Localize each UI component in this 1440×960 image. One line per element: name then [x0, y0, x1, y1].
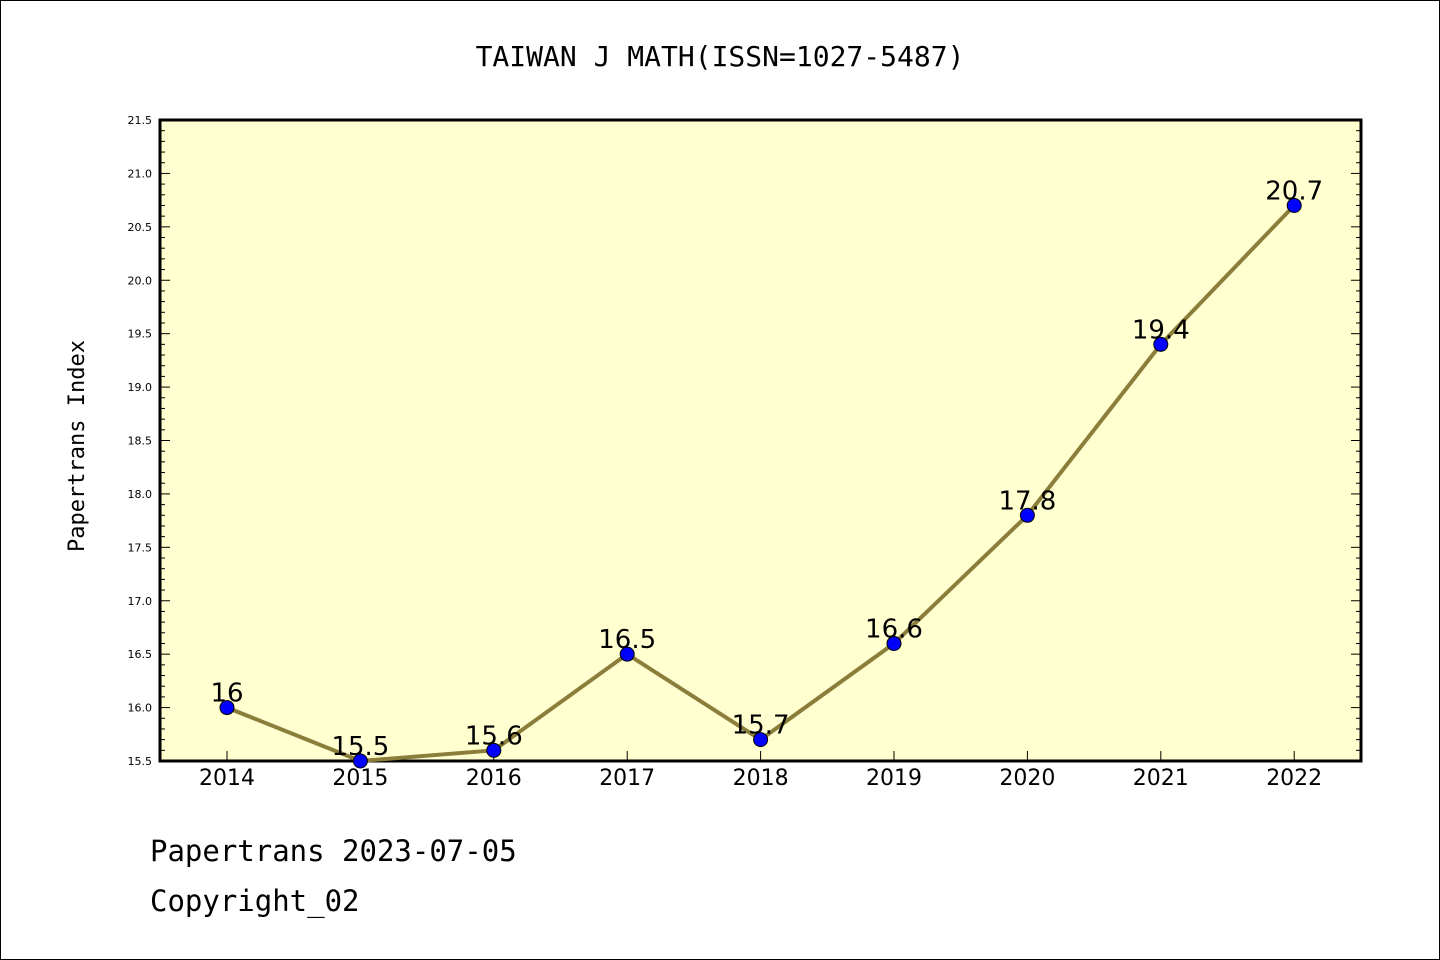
- y-tick-label: 19.5: [128, 328, 153, 341]
- y-tick-label: 19.0: [128, 381, 153, 394]
- y-tick-label: 20.0: [128, 274, 153, 287]
- y-tick-label: 17.0: [128, 595, 153, 608]
- x-tick-label: 2022: [1266, 766, 1322, 791]
- data-point: [219, 700, 235, 716]
- y-tick-label: 18.5: [128, 435, 153, 448]
- y-tick-label: 20.5: [128, 221, 153, 234]
- data-label: 15.7: [732, 711, 790, 741]
- series: [219, 197, 1302, 769]
- chart-title: TAIWAN J MATH(ISSN=1027-5487): [476, 40, 965, 73]
- x-tick-label: 2017: [599, 766, 655, 791]
- data-point: [753, 732, 769, 748]
- x-tick-label: 2014: [199, 766, 255, 791]
- data-point: [1019, 507, 1035, 523]
- data-point: [1286, 197, 1302, 213]
- x-tick-label: 2018: [733, 766, 789, 791]
- data-point: [352, 753, 368, 769]
- data-label: 15.6: [465, 721, 523, 751]
- footer-date: Papertrans 2023-07-05: [150, 834, 517, 868]
- x-tick-label: 2020: [999, 766, 1055, 791]
- data-label: 16: [210, 679, 243, 709]
- footer-copyright: Copyright_02: [150, 884, 360, 918]
- y-tick-label: 18.0: [128, 488, 153, 501]
- x-tick-label: 2021: [1133, 766, 1189, 791]
- plot-area: [158, 118, 1363, 763]
- x-tick-label: 2015: [332, 766, 388, 791]
- y-tick-label: 21.5: [128, 114, 153, 127]
- y-tick-label: 21.0: [128, 167, 153, 180]
- data-point: [1153, 336, 1169, 352]
- y-tick-label: 16.0: [128, 702, 153, 715]
- data-point: [886, 635, 902, 651]
- data-label: 16.5: [598, 625, 656, 655]
- x-tick-label: 2016: [466, 766, 522, 791]
- y-tick-label: 15.5: [128, 755, 153, 768]
- data-point: [619, 646, 635, 662]
- y-axis: 15.5 16.0 16.5 17.0 17.5 18.0 18.5 19.0 19.5 20.0…: [128, 114, 1361, 768]
- data-labels: 16 15.5 15.6 16.5 15.7 16.6 17.8 19.4 20.7: [210, 176, 1323, 762]
- y-tick-label: 16.5: [128, 648, 153, 661]
- data-label: 15.5: [331, 732, 389, 762]
- data-label: 19.4: [1132, 315, 1190, 345]
- data-label: 17.8: [998, 486, 1056, 516]
- data-label: 20.7: [1265, 176, 1323, 206]
- data-point: [486, 742, 502, 758]
- y-tick-label: 17.5: [128, 541, 153, 554]
- data-label: 16.6: [865, 614, 923, 644]
- x-tick-label: 2019: [866, 766, 922, 791]
- x-axis: 2014 2015 2016 2017 2018 2019 2020 2021 2022: [199, 751, 1322, 791]
- y-axis-label: Papertrans Index: [65, 340, 90, 552]
